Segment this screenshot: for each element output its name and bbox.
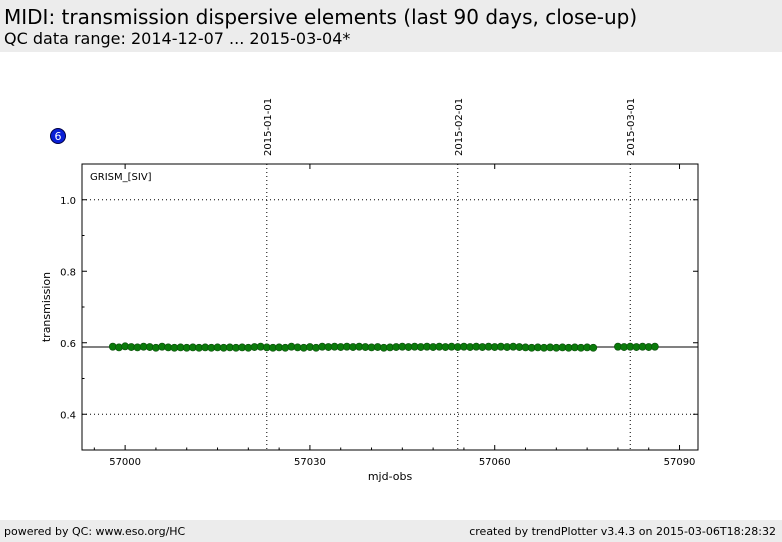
x-tick-label: 57060 xyxy=(479,457,511,468)
x-tick-label: 57090 xyxy=(664,457,696,468)
date-marker-label: 2015-02-01 xyxy=(454,98,465,156)
count-badge: 6 xyxy=(50,128,66,144)
y-tick-label: 0.4 xyxy=(60,410,76,421)
created-by-text: created by trendPlotter v3.4.3 on 2015-0… xyxy=(469,525,776,538)
date-marker-label: 2015-01-01 xyxy=(263,98,274,156)
header-bar: MIDI: transmission dispersive elements (… xyxy=(0,0,782,52)
chart-svg: 2015-01-01 2015-02-01 2015-03-01 57000 5703… xyxy=(40,98,699,483)
data-points xyxy=(108,342,659,352)
data-point xyxy=(589,343,598,352)
date-markers: 2015-01-01 2015-02-01 2015-03-01 xyxy=(263,98,637,450)
date-marker-label: 2015-03-01 xyxy=(626,98,637,156)
data-point xyxy=(650,342,659,351)
grism-annotation: GRISM_[SIV] xyxy=(90,172,152,183)
footer-bar: powered by QC: www.eso.org/HC created by… xyxy=(0,520,782,542)
x-tick-label: 57030 xyxy=(294,457,326,468)
x-axis-label: mjd-obs xyxy=(368,470,413,483)
page-title: MIDI: transmission dispersive elements (… xyxy=(4,5,638,29)
grid-lines xyxy=(82,199,698,415)
y-tick-label: 0.8 xyxy=(60,267,76,278)
y-axis-label: transmission xyxy=(40,272,53,342)
data-range-subtitle: QC data range: 2014-12-07 ... 2015-03-04… xyxy=(4,29,351,48)
powered-by-text: powered by QC: www.eso.org/HC xyxy=(4,525,186,538)
y-tick-label: 1.0 xyxy=(60,196,76,207)
y-tick-label: 0.6 xyxy=(60,339,76,350)
x-tick-label: 57000 xyxy=(109,457,141,468)
plot-frame xyxy=(81,163,699,451)
axis-ticks: 57000 57030 57060 57090 0.4 0.6 0.8 1.0 xyxy=(60,163,698,468)
